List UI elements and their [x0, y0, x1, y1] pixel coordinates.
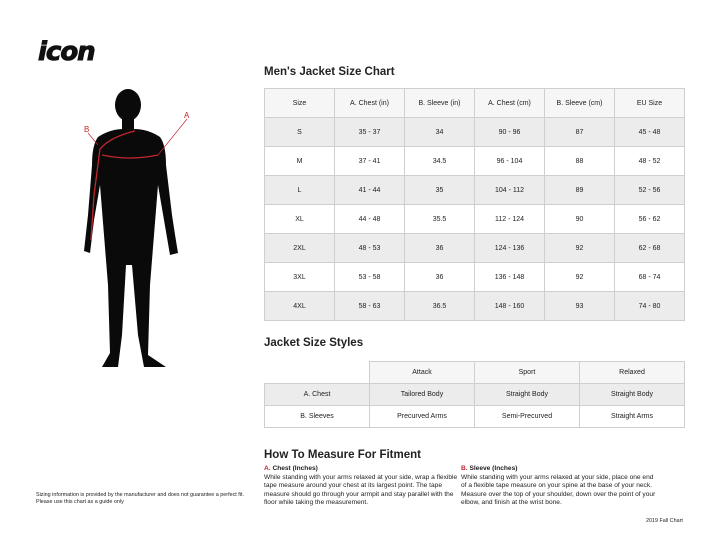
table-cell: 52 - 56 [614, 175, 685, 205]
chest-letter: A. [264, 465, 271, 472]
header-chest-in: A. Chest (in) [334, 88, 405, 118]
table-cell: 3XL [264, 262, 335, 292]
table-cell: M [264, 146, 335, 176]
label-a: A [184, 111, 190, 120]
table-cell: Straight Body [579, 383, 685, 406]
icon-logo: icon [38, 38, 97, 64]
table-cell: Tailored Body [369, 383, 475, 406]
leader-b [87, 132, 99, 146]
table-cell: 48 - 53 [334, 233, 405, 263]
table-cell: 112 - 124 [474, 204, 545, 234]
table-cell: 90 [544, 204, 615, 234]
table-cell: 58 - 63 [334, 291, 405, 321]
disclaimer: Sizing information is provided by the ma… [36, 492, 244, 506]
table-cell: 96 - 104 [474, 146, 545, 176]
table-cell: 2XL [264, 233, 335, 263]
table-cell: 89 [544, 175, 615, 205]
size-chart-table: Size A. Chest (in) B. Sleeve (in) A. Che… [264, 88, 685, 321]
table-cell: 104 - 112 [474, 175, 545, 205]
table-row: S 35 - 37 34 90 - 96 87 45 - 48 [264, 117, 685, 147]
body-silhouette-figure: A B [84, 89, 190, 367]
table-cell: 45 - 48 [614, 117, 685, 147]
svg-text:icon: icon [38, 38, 95, 64]
table-cell: 92 [544, 262, 615, 292]
measure-title: How To Measure For Fitment [264, 449, 421, 461]
sleeve-label: Sleeve (Inches) [469, 465, 518, 472]
disclaimer-line-1: Sizing information is provided by the ma… [36, 492, 244, 498]
sleeve-text: While standing with your arms relaxed at… [461, 473, 656, 507]
header-blank [264, 361, 370, 384]
table-cell: 53 - 58 [334, 262, 405, 292]
table-cell: 36.5 [404, 291, 475, 321]
header-attack: Attack [369, 361, 475, 384]
table-cell: 35 - 37 [334, 117, 405, 147]
table-cell: 36 [404, 262, 475, 292]
table-cell: 74 - 80 [614, 291, 685, 321]
disclaimer-line-2: Please use this chart as a guide only [36, 499, 124, 505]
header-sleeve-in: B. Sleeve (in) [404, 88, 475, 118]
header-size: Size [264, 88, 335, 118]
table-row: 3XL 53 - 58 36 136 - 148 92 68 - 74 [264, 262, 685, 292]
table-cell: 87 [544, 117, 615, 147]
header-sleeve-cm: B. Sleeve (cm) [544, 88, 615, 118]
table-header-row: Attack Sport Relaxed [264, 361, 685, 384]
table-cell: 62 - 68 [614, 233, 685, 263]
table-cell: L [264, 175, 335, 205]
header-chest-cm: A. Chest (cm) [474, 88, 545, 118]
table-cell: 35 [404, 175, 475, 205]
chart-edition: 2019 Fall Chart [646, 518, 683, 524]
styles-table: Attack Sport Relaxed A. Chest Tailored B… [264, 361, 685, 428]
leader-a [157, 118, 188, 156]
table-row: XL 44 - 48 35.5 112 - 124 90 56 - 62 [264, 204, 685, 234]
table-cell: S [264, 117, 335, 147]
table-cell: 36 [404, 233, 475, 263]
table-cell: XL [264, 204, 335, 234]
table-cell: 44 - 48 [334, 204, 405, 234]
table-cell: 136 - 148 [474, 262, 545, 292]
table-row: M 37 - 41 34.5 96 - 104 88 48 - 52 [264, 146, 685, 176]
styles-title: Jacket Size Styles [264, 337, 364, 349]
chest-instructions: A. Chest (Inches) While standing with yo… [264, 465, 459, 508]
size-chart-title: Men's Jacket Size Chart [264, 66, 395, 78]
table-cell: Straight Body [474, 383, 580, 406]
table-cell: 35.5 [404, 204, 475, 234]
table-cell: 48 - 52 [614, 146, 685, 176]
table-cell: Semi-Precurved [474, 405, 580, 428]
table-row: 4XL 58 - 63 36.5 148 - 160 93 74 - 80 [264, 291, 685, 321]
header-sport: Sport [474, 361, 580, 384]
table-cell: 93 [544, 291, 615, 321]
table-cell: 68 - 74 [614, 262, 685, 292]
table-row: L 41 - 44 35 104 - 112 89 52 - 56 [264, 175, 685, 205]
sleeve-letter: B. [461, 465, 468, 472]
table-cell: B. Sleeves [264, 405, 370, 428]
table-cell: 37 - 41 [334, 146, 405, 176]
table-cell: Precurved Arms [369, 405, 475, 428]
chest-label: Chest (Inches) [272, 465, 318, 472]
table-cell: 34 [404, 117, 475, 147]
label-b: B [84, 125, 89, 134]
table-cell: 34.5 [404, 146, 475, 176]
table-cell: 88 [544, 146, 615, 176]
table-row: 2XL 48 - 53 36 124 - 136 92 62 - 68 [264, 233, 685, 263]
table-row: A. Chest Tailored Body Straight Body Str… [264, 383, 685, 406]
chest-text: While standing with your arms relaxed at… [264, 473, 458, 507]
table-cell: 56 - 62 [614, 204, 685, 234]
table-cell: 148 - 160 [474, 291, 545, 321]
table-cell: Straight Arms [579, 405, 685, 428]
table-row: B. Sleeves Precurved Arms Semi-Precurved… [264, 405, 685, 428]
header-relaxed: Relaxed [579, 361, 685, 384]
table-header-row: Size A. Chest (in) B. Sleeve (in) A. Che… [264, 88, 685, 118]
sleeve-instructions: B. Sleeve (Inches) While standing with y… [461, 465, 656, 508]
table-cell: 41 - 44 [334, 175, 405, 205]
table-cell: 124 - 136 [474, 233, 545, 263]
header-eu-size: EU Size [614, 88, 685, 118]
table-cell: 90 - 96 [474, 117, 545, 147]
table-cell: 4XL [264, 291, 335, 321]
table-cell: A. Chest [264, 383, 370, 406]
table-cell: 92 [544, 233, 615, 263]
